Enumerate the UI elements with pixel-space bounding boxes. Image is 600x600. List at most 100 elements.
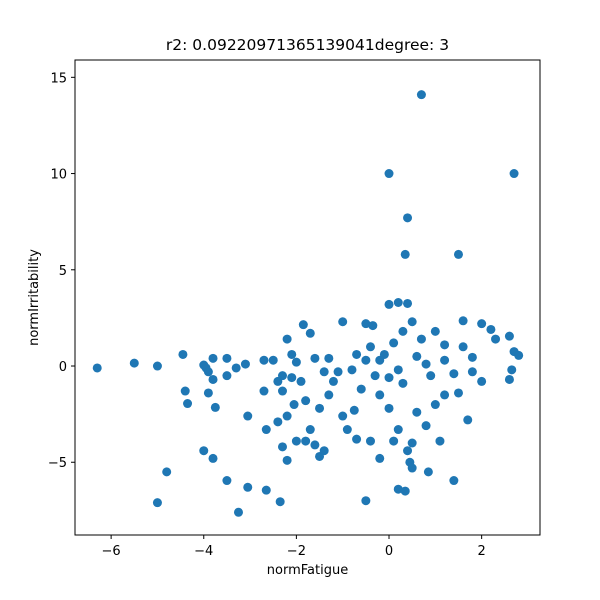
x-tick-label: 2 <box>478 544 486 559</box>
point <box>208 374 218 384</box>
point <box>504 331 514 341</box>
chart-title: r2: 0.09220971365139041degree: 3 <box>166 36 449 54</box>
point <box>403 213 413 223</box>
point <box>477 319 487 329</box>
point <box>208 453 218 463</box>
point <box>129 358 139 368</box>
point <box>361 496 371 506</box>
point <box>333 367 343 377</box>
point <box>273 417 283 427</box>
point <box>301 396 311 406</box>
point <box>338 411 348 421</box>
point <box>261 485 271 495</box>
point <box>407 438 417 448</box>
point <box>430 326 440 336</box>
point <box>384 299 394 309</box>
point <box>400 486 410 496</box>
point <box>305 328 315 338</box>
point <box>233 507 243 517</box>
point <box>416 90 426 100</box>
point <box>287 349 297 359</box>
point <box>92 363 102 373</box>
point <box>509 169 519 179</box>
point <box>393 484 403 494</box>
point <box>375 453 385 463</box>
y-tick-label: −5 <box>48 456 67 471</box>
point <box>463 415 473 425</box>
point <box>403 298 413 308</box>
point <box>259 355 269 365</box>
point <box>368 321 378 331</box>
point <box>384 403 394 413</box>
point <box>208 353 218 363</box>
point <box>152 361 162 371</box>
point <box>412 407 422 417</box>
point <box>440 390 450 400</box>
point <box>162 467 172 477</box>
point <box>403 446 413 456</box>
point <box>291 436 301 446</box>
point <box>319 446 329 456</box>
y-tick-label: 15 <box>50 71 67 86</box>
point <box>291 357 301 367</box>
y-tick-label: 5 <box>59 264 67 279</box>
point <box>375 355 385 365</box>
point <box>243 482 253 492</box>
point <box>277 371 287 381</box>
y-axis-label: normIrritability <box>27 249 42 346</box>
point <box>349 405 359 415</box>
point <box>421 359 431 369</box>
point <box>426 371 436 381</box>
point <box>305 425 315 435</box>
point <box>282 455 292 465</box>
point <box>453 249 463 259</box>
y-tick-label: 10 <box>50 168 67 183</box>
point <box>365 342 375 352</box>
point <box>467 367 477 377</box>
point <box>287 373 297 383</box>
point <box>407 463 417 473</box>
point <box>324 390 334 400</box>
point <box>180 386 190 396</box>
point <box>398 378 408 388</box>
point <box>261 425 271 435</box>
point <box>328 376 338 386</box>
point <box>393 365 403 375</box>
point <box>449 369 459 379</box>
point <box>210 402 220 412</box>
point <box>477 376 487 386</box>
x-tick-label: −4 <box>194 544 213 559</box>
point <box>282 411 292 421</box>
y-tick-label: 0 <box>59 360 67 375</box>
point <box>183 399 193 409</box>
point <box>440 355 450 365</box>
point <box>458 342 468 352</box>
point <box>296 376 306 386</box>
x-tick-label: −2 <box>287 544 306 559</box>
point <box>449 476 459 486</box>
point <box>277 386 287 396</box>
point <box>222 371 232 381</box>
point <box>268 355 278 365</box>
point <box>282 334 292 344</box>
axes-frame <box>74 59 541 536</box>
point <box>315 403 325 413</box>
x-tick-label: −6 <box>102 544 121 559</box>
point <box>243 411 253 421</box>
point <box>389 436 399 446</box>
point <box>178 349 188 359</box>
point <box>352 434 362 444</box>
point <box>277 442 287 452</box>
point <box>203 367 213 377</box>
point <box>393 425 403 435</box>
point <box>356 384 366 394</box>
point <box>222 476 232 486</box>
point <box>412 351 422 361</box>
point <box>435 436 445 446</box>
point <box>361 355 371 365</box>
point <box>199 446 209 456</box>
point <box>324 353 334 363</box>
point <box>222 353 232 363</box>
point <box>504 374 514 384</box>
